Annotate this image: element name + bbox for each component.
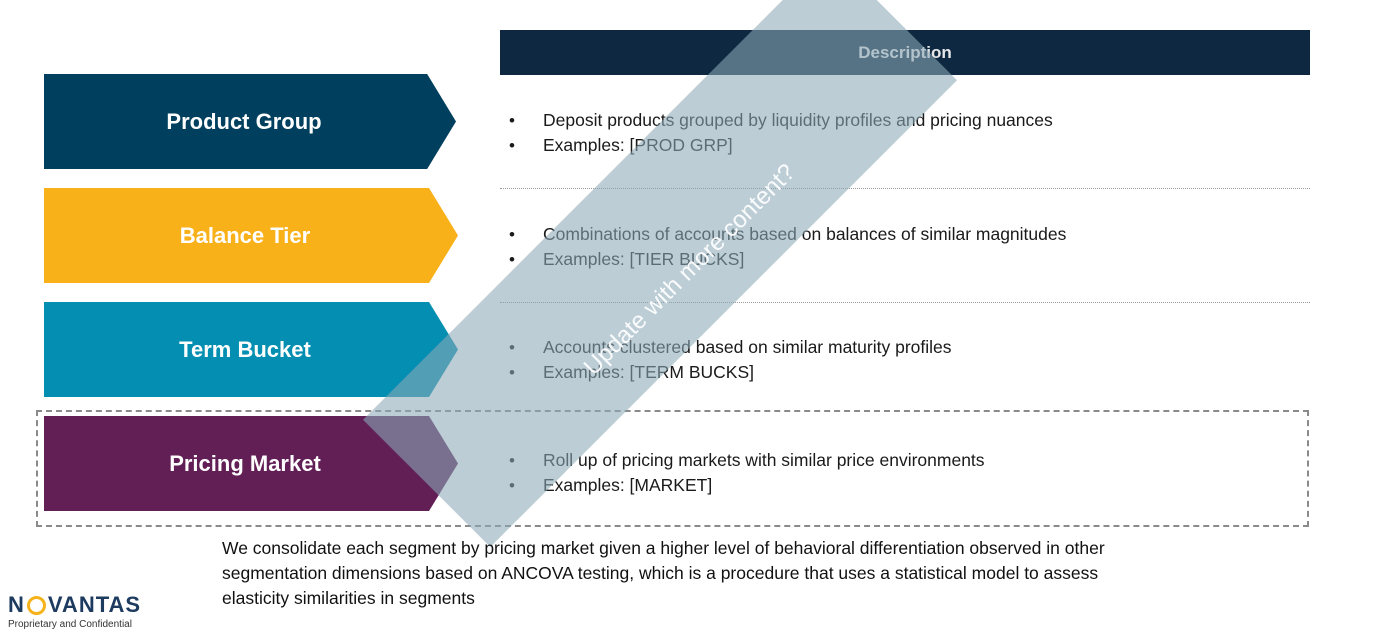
segment-label: Product Group: [166, 108, 322, 134]
segment-label: Pricing Market: [169, 450, 321, 476]
segment-label: Balance Tier: [179, 222, 311, 248]
logo-o-circle: [26, 595, 46, 615]
row-divider: [500, 302, 1310, 303]
logo-tagline: Proprietary and Confidential: [8, 619, 132, 630]
description-bullet: Examples: [PROD GRP]: [500, 133, 1310, 158]
highlight-box-pricing-market: [36, 410, 1309, 527]
segment-chevron-term-bucket: Term Bucket: [44, 302, 458, 397]
segment-label: Term Bucket: [179, 336, 311, 362]
novantas-logo: N VANTAS Proprietary and Confidential: [8, 592, 141, 630]
segment-chevron-product-group: Product Group: [44, 74, 456, 169]
logo-text-right: VANTAS: [47, 592, 142, 617]
description-block: Roll up of pricing markets with similar …: [500, 448, 1310, 498]
segment-chevron-balance-tier: Balance Tier: [44, 188, 458, 283]
logo-text-left: N: [8, 592, 25, 617]
row-divider: [500, 188, 1310, 189]
logo-wordmark: N VANTAS: [8, 592, 141, 618]
footnote: We consolidate each segment by pricing m…: [222, 538, 1105, 608]
